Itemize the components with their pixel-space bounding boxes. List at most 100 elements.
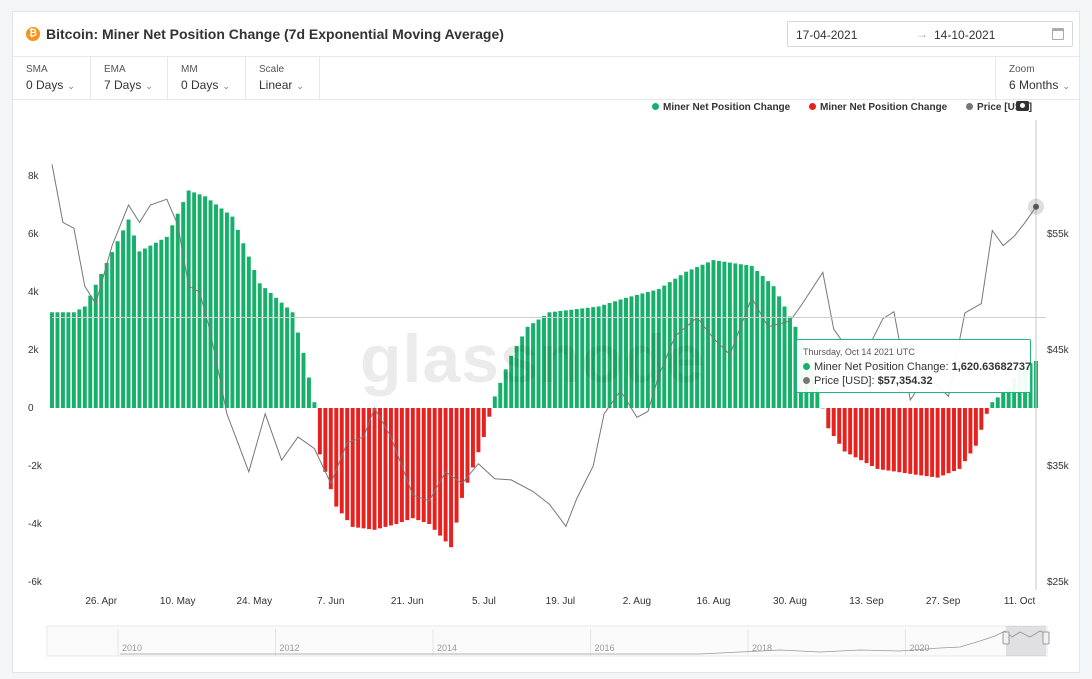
bar (334, 408, 339, 507)
bar (640, 293, 645, 408)
tooltip-dot-green (803, 363, 810, 370)
bar (296, 332, 300, 408)
bar (941, 408, 946, 476)
bar (722, 261, 727, 408)
bar (339, 408, 344, 514)
calendar-icon[interactable] (1052, 28, 1064, 40)
bar (952, 408, 956, 472)
bar (864, 408, 869, 464)
bar (547, 312, 552, 408)
y-tick-label: 4k (28, 287, 40, 298)
bar (235, 229, 240, 408)
navigator-selection[interactable] (1006, 626, 1046, 656)
bar (383, 408, 388, 527)
bar (957, 408, 962, 469)
bar (115, 241, 120, 408)
bar (104, 263, 109, 408)
bar (651, 290, 656, 408)
x-tick-label: 13. Sep (849, 596, 884, 607)
scale-label: Scale (259, 64, 285, 75)
tooltip-price-value: $57,354.32 (877, 375, 933, 387)
legend-dot-red (809, 103, 817, 110)
bar (995, 397, 1000, 408)
mm-dropdown[interactable]: MM 0 Days ⌄ (168, 57, 246, 100)
bar (613, 301, 618, 408)
date-range-picker[interactable]: 17-04-2021 → 14-10-2021 (787, 21, 1073, 47)
date-start-input[interactable]: 17-04-2021 (796, 28, 858, 42)
bar (99, 273, 104, 409)
bar (689, 269, 694, 408)
bar (164, 236, 169, 408)
bar (552, 311, 557, 408)
bar (492, 396, 497, 408)
bar (902, 408, 907, 474)
bar (159, 239, 164, 408)
ema-dropdown[interactable]: EMA 7 Days ⌄ (91, 57, 168, 100)
bar (514, 346, 519, 408)
date-end-input[interactable]: 14-10-2021 (934, 28, 996, 42)
bar (908, 408, 913, 474)
bar (585, 307, 590, 408)
tooltip-row-price: Price [USD]: $57,354.32 (803, 375, 1024, 387)
bar (662, 285, 667, 408)
legend-item-negative[interactable]: Miner Net Position Change (809, 102, 947, 113)
zoom-dropdown[interactable]: Zoom 6 Months ⌄ (995, 57, 1081, 100)
y-tick-label: 0 (28, 403, 34, 414)
bar (673, 278, 678, 408)
hover-overlay (52, 120, 1046, 590)
chart-controls: SMA 0 Days ⌄ EMA 7 Days ⌄ MM 0 Days ⌄ Scale… (13, 57, 1079, 100)
navigator-year: 2016 (595, 643, 615, 653)
bar (197, 194, 202, 408)
sma-dropdown[interactable]: SMA 0 Days ⌄ (13, 57, 91, 100)
price-marker (1033, 203, 1039, 210)
bar (110, 252, 115, 409)
bar (1001, 392, 1006, 408)
chart-title: Bitcoin: Miner Net Position Change (7d E… (46, 26, 504, 42)
x-tick-label: 2. Aug (623, 596, 651, 607)
bar (137, 251, 142, 408)
bar (782, 306, 787, 408)
bar (279, 302, 284, 408)
bar (777, 296, 782, 408)
legend-label-price: Price [USD] (977, 102, 1033, 113)
bar (82, 306, 87, 408)
bar (656, 289, 661, 408)
bar (848, 408, 853, 455)
bar (831, 408, 836, 437)
bar (55, 312, 60, 408)
chevron-down-icon: ⌄ (145, 81, 153, 91)
navigator-line (120, 630, 1046, 655)
bar (274, 297, 279, 408)
y-right-tick-label: $45k (1047, 345, 1070, 356)
bar (410, 408, 415, 519)
navigator-handle[interactable] (1002, 631, 1010, 645)
legend-item-positive[interactable]: Miner Net Position Change (652, 102, 790, 113)
bar (629, 296, 634, 408)
bar (60, 312, 65, 408)
bar (388, 408, 393, 526)
navigator-handle[interactable] (1042, 631, 1050, 645)
x-tick-label: 24. May (237, 596, 273, 607)
navigator-bg (46, 625, 1048, 657)
bar (766, 281, 771, 409)
legend-item-price[interactable]: Price [USD] (966, 102, 1032, 113)
bar (443, 408, 448, 542)
bar (487, 408, 492, 417)
bar (744, 265, 749, 408)
bar (634, 294, 639, 408)
camera-icon[interactable] (1016, 101, 1029, 111)
y-axis-right: $55k $45k $35k $25k (1047, 229, 1070, 588)
legend-dot-gray (966, 103, 974, 110)
bar (842, 408, 847, 452)
navigator-year: 2018 (752, 643, 772, 653)
y-tick-label: -4k (28, 519, 43, 530)
scale-dropdown[interactable]: Scale Linear ⌄ (246, 57, 320, 100)
bar (886, 408, 891, 471)
bar (503, 369, 508, 408)
bar (285, 307, 290, 408)
bar (192, 192, 197, 408)
navigator[interactable]: 2010 2012 2014 2016 2018 2020 (46, 625, 1050, 657)
bar (509, 355, 514, 408)
bar (470, 408, 475, 468)
